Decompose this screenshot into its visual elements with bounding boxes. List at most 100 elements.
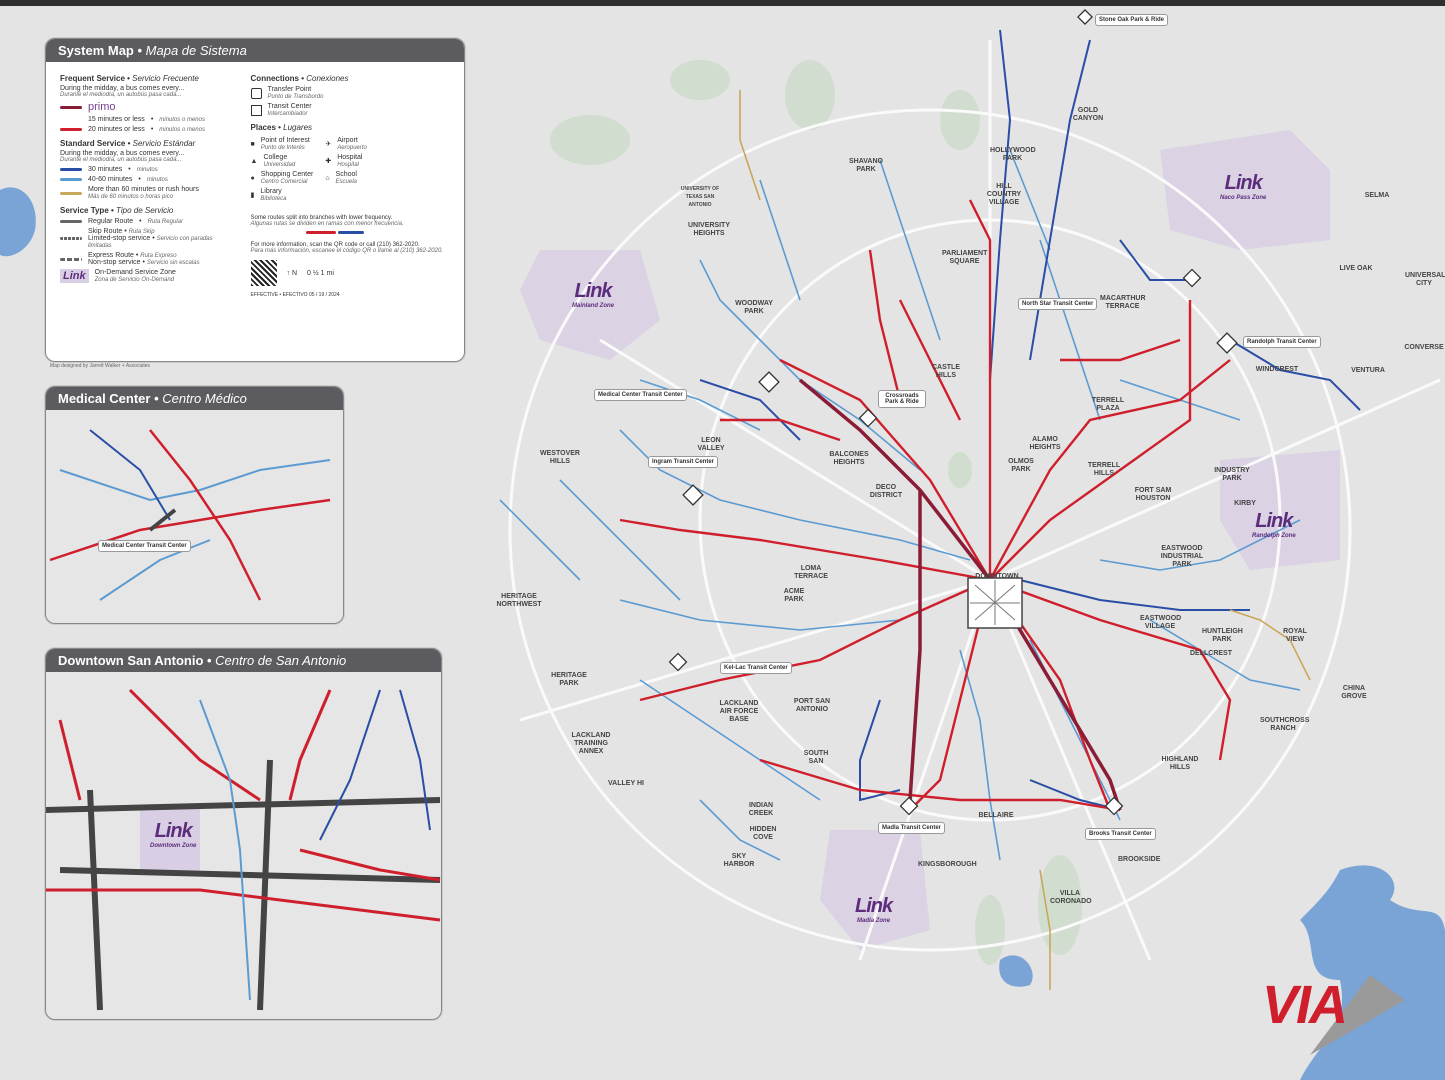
legend-title-en: System Map <box>58 43 134 58</box>
place-kirby: KIRBY <box>1234 500 1256 507</box>
qr-and-scale: ↑ N 0 ½ 1 mi <box>250 260 450 286</box>
r15-label-es: minutos o menos <box>159 116 205 123</box>
connections-heading-en: Connections <box>250 74 299 83</box>
place-fort-sam: FORT SAM HOUSTON <box>1134 487 1172 502</box>
places-grid: ■ Point of Interest Punto de Interés ▲ Coll… <box>251 134 450 205</box>
legend-express-row: Express Route • Ruta Expreso Non-stop ser… <box>60 252 235 266</box>
place-westover: WESTOVER HILLS <box>540 450 580 465</box>
place-windcrest: WINDCREST <box>1255 366 1299 373</box>
legend-30-row: 30 minutes • minutos <box>60 166 235 173</box>
spacer <box>60 118 82 121</box>
mainland-zone[interactable]: Link Mainland Zone <box>572 280 614 309</box>
place-port-sa: PORT SAN ANTONIO <box>793 698 831 713</box>
r4060-label: 40-60 minutes <box>88 176 133 183</box>
legend-skip-row: Skip Route • Ruta Skip Limited-stop servi… <box>60 228 235 249</box>
split-note-es: Algunas rutas se dividen en ramas con me… <box>250 221 404 227</box>
school-icon: ⌂ <box>325 174 330 182</box>
library-label-es: Biblioteca <box>260 196 287 202</box>
school-row: ⌂ School Escuela <box>325 171 367 185</box>
library-label: Library <box>260 188 282 195</box>
express-swatch <box>60 257 82 261</box>
place-heritage-nw: HERITAGE NORTHWEST <box>496 593 542 608</box>
downtown-link-zone[interactable]: Link Downtown Zone <box>150 820 196 849</box>
place-selma: SELMA <box>1364 192 1390 199</box>
place-huntleigh: HUNTLEIGH PARK <box>1202 628 1243 643</box>
regular-label-es: Ruta Regular <box>147 218 183 225</box>
place-leon-valley: LEON VALLEY <box>697 437 725 452</box>
mainland-zone-name: Mainland Zone <box>572 303 614 309</box>
place-sky-harbor: SKY HARBOR <box>723 853 755 868</box>
north-star-tc-label[interactable]: North Star Transit Center <box>1018 298 1098 310</box>
madla-tc-label[interactable]: Madla Transit Center <box>878 822 946 834</box>
connections-heading-es: Conexiones <box>306 74 349 83</box>
standard-heading-en: Standard Service <box>60 139 126 148</box>
naco-pass-zone[interactable]: Link Naco Pass Zone <box>1220 172 1266 201</box>
routes-primo <box>798 378 1122 811</box>
hospital-row: ✚ Hospital Hospital <box>325 154 367 168</box>
place-utsa: UNIVERSITY OF TEXAS SAN ANTONIO <box>680 186 720 208</box>
ingram-tc-label[interactable]: Ingram Transit Center <box>648 456 719 468</box>
naco-zone-name: Naco Pass Zone <box>1220 195 1267 201</box>
crossroads-tc-label[interactable]: Crossroads Park & Ride <box>878 390 926 408</box>
legend-tc-row: Transit Center Intercambiador <box>250 103 450 117</box>
downtown-hub[interactable] <box>967 577 1023 629</box>
places-col-b: ✈ Airport Aeropuerto ✚ Hospital Hospital ⌂ Sc… <box>325 134 367 205</box>
split-blue <box>337 231 364 234</box>
place-ventura: VENTURA <box>1351 367 1385 374</box>
college-label: College <box>263 154 288 161</box>
medical-title-en: Medical Center <box>58 391 151 406</box>
randolph-zone[interactable]: Link Randolph Zone <box>1252 510 1296 539</box>
place-villa-coronado: VILLA CORONADO <box>1050 890 1092 905</box>
place-valley-hi: VALLEY HI <box>608 780 644 787</box>
place-shavano: SHAVANO PARK <box>849 158 883 173</box>
airport-row: ✈ Airport Aeropuerto <box>325 137 367 151</box>
naco-link-logo: Link <box>1224 172 1263 194</box>
legend-transfer-row: Transfer Point Punto de Transbordo <box>250 86 450 100</box>
randolph-link-logo: Link <box>1255 510 1293 532</box>
place-castle-hills: CASTLE HILLS <box>932 364 960 379</box>
madla-zone-name: Madla Zone <box>857 918 891 924</box>
stone-oak-tc-label[interactable]: Stone Oak Park & Ride <box>1095 14 1169 26</box>
transfer-label-es: Punto de Transbordo <box>267 94 324 100</box>
hospital-label: Hospital <box>337 154 363 161</box>
shopping-label: Shopping Center <box>260 171 314 178</box>
places-col-a: ■ Point of Interest Punto de Interés ▲ Coll… <box>251 134 314 205</box>
place-south-sa: SOUTH SAN <box>803 750 829 765</box>
legend-title: System Map • Mapa de Sistema <box>46 39 464 62</box>
light-blue-swatch <box>60 178 82 181</box>
on-demand-zones <box>520 130 1340 950</box>
scale-label: 0 ½ 1 mi <box>307 269 334 277</box>
skip-label-es: Ruta Skip <box>128 229 155 235</box>
brooks-tc-label[interactable]: Brooks Transit Center <box>1085 828 1156 840</box>
medical-inset-tc-label[interactable]: Medical Center Transit Center <box>98 540 191 552</box>
legend-ondemand-row: Link On-Demand Service Zone Zona de Servic… <box>60 269 235 283</box>
medical-tc-label[interactable]: Medical Center Transit Center <box>594 389 687 401</box>
college-row: ▲ College Universidad <box>251 154 314 168</box>
places-heading: Places • Lugares <box>250 123 313 132</box>
express-sub: Non-stop service <box>88 259 141 266</box>
mainland-link-logo: Link <box>574 280 612 302</box>
primo-label: primo <box>88 101 116 113</box>
shopping-label-es: Centro Comercial <box>260 179 308 185</box>
madla-zone[interactable]: Link Madla Zone <box>855 895 893 924</box>
place-indian-creek: INDIAN CREEK <box>748 802 774 817</box>
randolph-tc-label[interactable]: Randolph Transit Center <box>1243 336 1321 348</box>
legend-panel: System Map • Mapa de Sistema Frequent Se… <box>45 38 465 362</box>
kellac-tc-label[interactable]: Kel-Lac Transit Center <box>720 662 792 674</box>
place-heritage-park: HERITAGE PARK <box>551 672 587 687</box>
regular-label: Regular Route <box>88 218 134 225</box>
place-converse: CONVERSE <box>1404 344 1444 351</box>
downtown-zone-name: Downtown Zone <box>150 843 197 849</box>
info-text: For more information, scan the QR code o… <box>250 242 420 248</box>
place-terrell-plaza: TERRELL PLAZA <box>1091 397 1125 412</box>
place-southcross: SOUTHCROSS RANCH <box>1260 717 1310 732</box>
place-royal-view: ROYAL VIEW <box>1283 628 1307 643</box>
legend-primo-row: primo <box>60 101 235 113</box>
transit-center-markers[interactable] <box>668 9 1238 816</box>
place-deco: DECO DISTRICT <box>869 484 903 499</box>
split-swatch <box>305 231 450 234</box>
qr-code-icon[interactable] <box>250 260 277 286</box>
poi-row: ■ Point of Interest Punto de Interés <box>251 137 314 151</box>
downtown-link-logo: Link <box>154 820 193 842</box>
